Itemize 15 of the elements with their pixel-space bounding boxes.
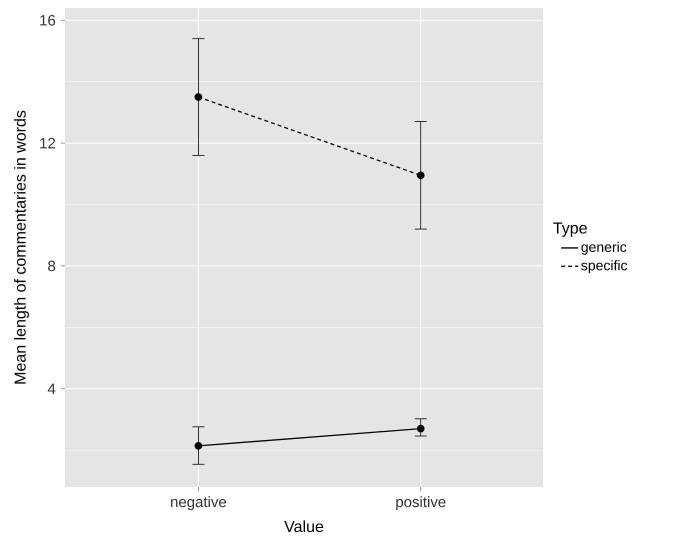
point bbox=[416, 171, 425, 180]
legend-label: generic bbox=[581, 242, 626, 255]
y-tick-label: 16 bbox=[40, 14, 56, 26]
y-axis-title: Mean length of commentaries in words bbox=[14, 110, 29, 384]
legend-label: specific bbox=[581, 260, 628, 274]
y-tick-label: 4 bbox=[48, 384, 56, 394]
point bbox=[194, 442, 202, 450]
y-tick-label: 12 bbox=[40, 138, 56, 148]
x-axis-title: Value bbox=[284, 520, 324, 532]
legend-title: Type bbox=[553, 222, 587, 237]
y-tick-label: 8 bbox=[48, 260, 56, 272]
x-tick-label: positive bbox=[396, 496, 446, 510]
point bbox=[416, 424, 425, 432]
point bbox=[194, 93, 202, 101]
x-tick-label: negative bbox=[171, 496, 226, 510]
